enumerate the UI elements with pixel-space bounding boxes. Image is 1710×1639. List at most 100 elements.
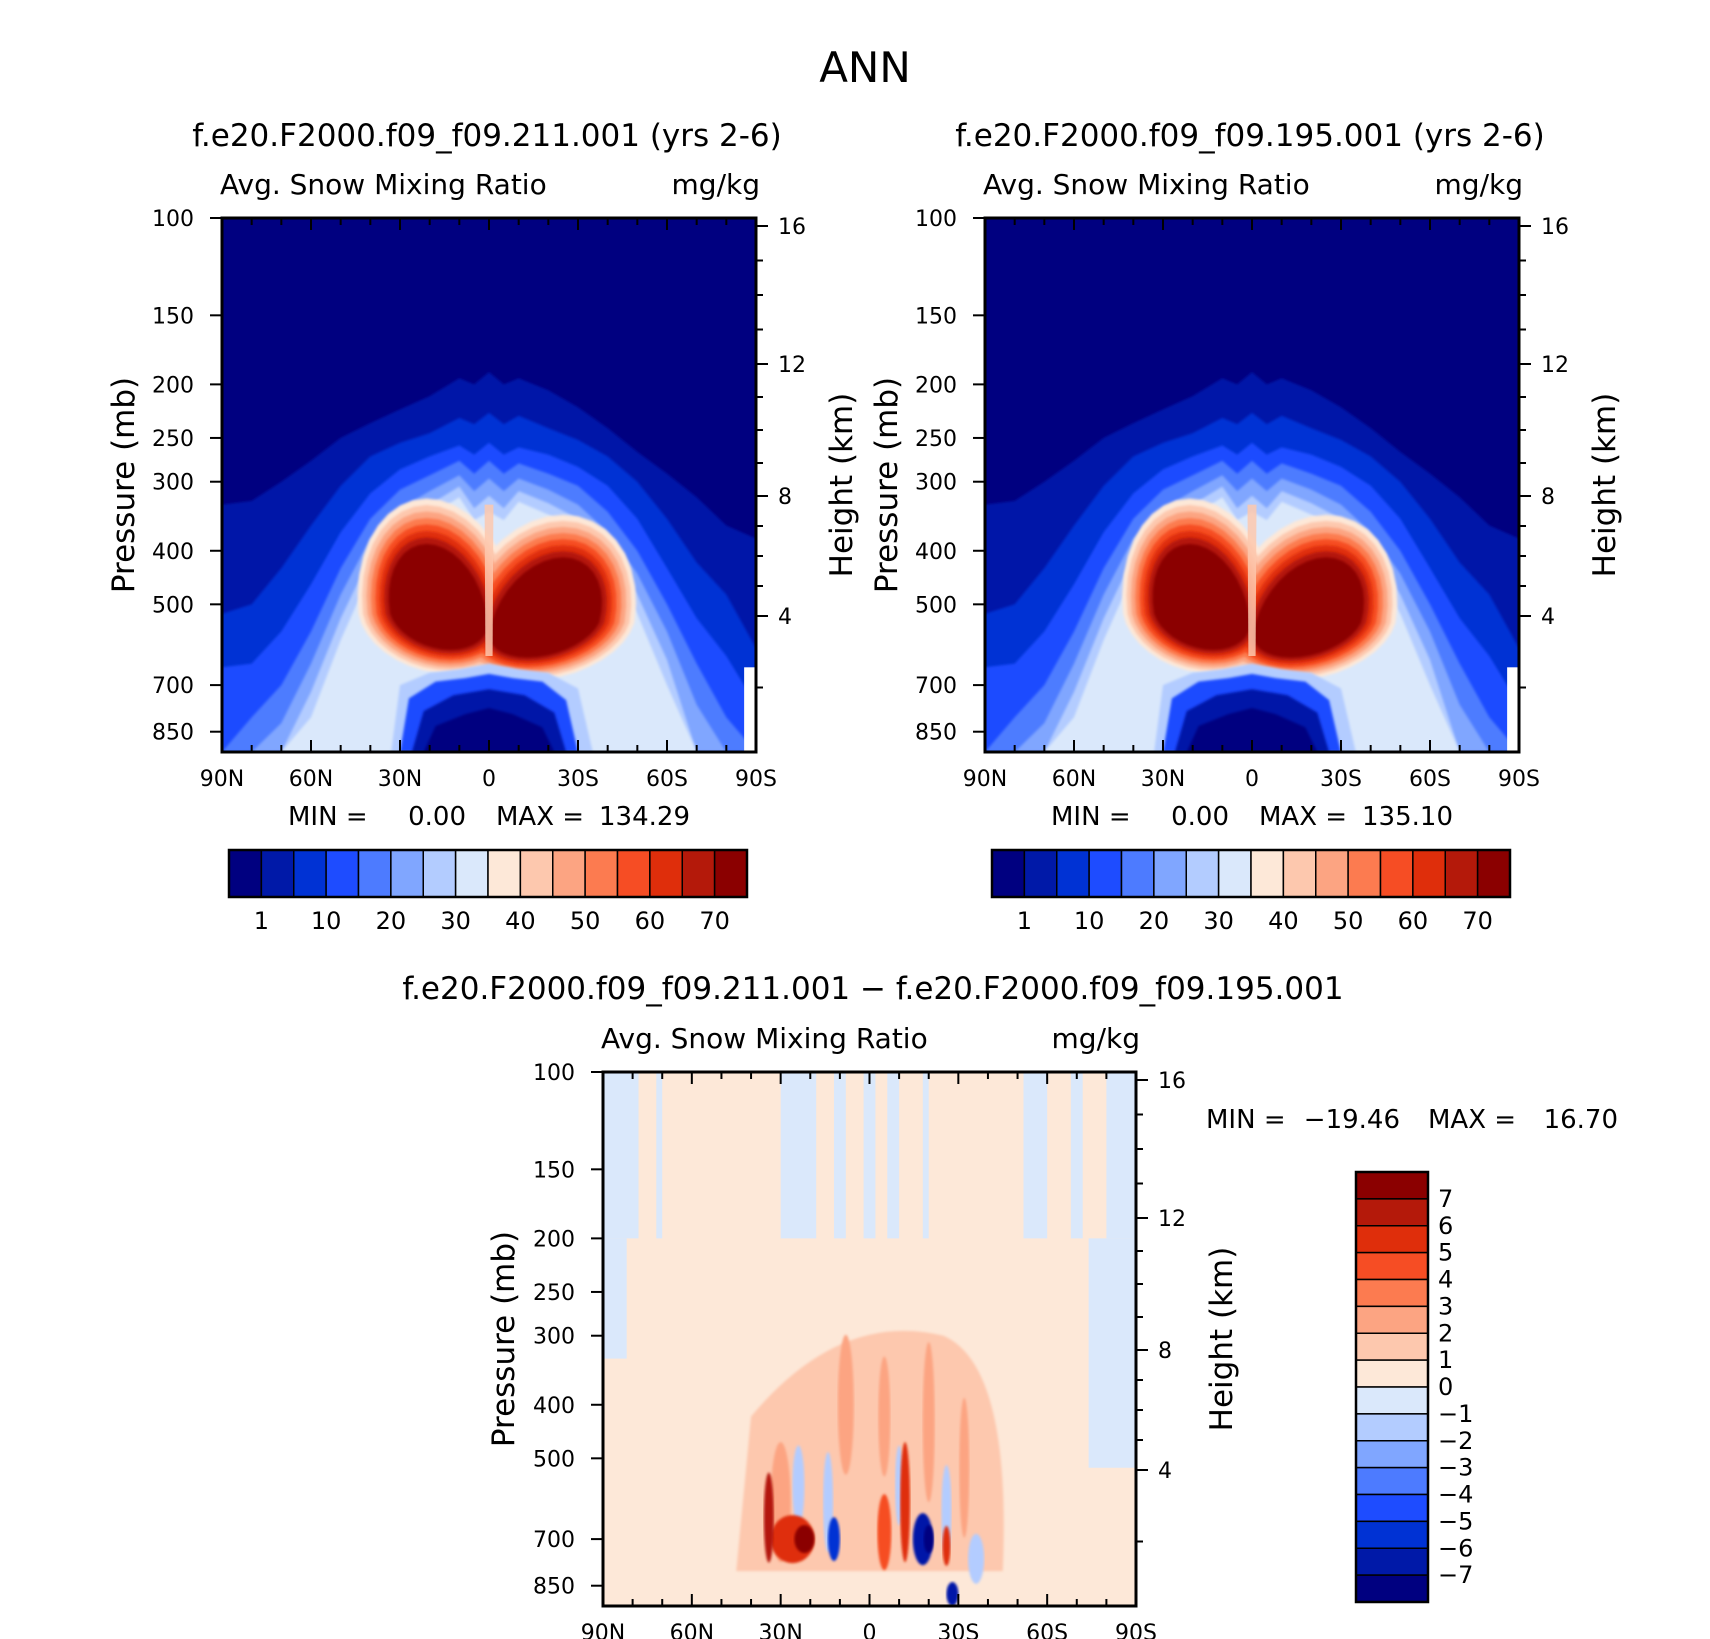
y-tick-label: 700 — [915, 674, 957, 699]
colorbar-box — [1355, 1493, 1429, 1523]
panel-b-ylabel-right: Height (km) — [1587, 393, 1623, 578]
x-tick-label: 90S — [1498, 767, 1540, 792]
contour-level-15 — [488, 557, 603, 658]
panel-b-case-title: f.e20.F2000.f09_f09.195.001 (yrs 2-6) — [955, 118, 1545, 154]
diff-column-3 — [922, 1342, 935, 1503]
diff-max-stem — [763, 1472, 774, 1563]
y-tick-label: 400 — [533, 1394, 575, 1419]
panel-b-max-value: 135.10 — [1362, 802, 1453, 832]
y-tick-label: 300 — [915, 471, 957, 496]
low-level-dome-3 — [423, 708, 555, 752]
colorbar-box — [390, 849, 424, 898]
x-tick-label: 30N — [378, 767, 422, 792]
colorbar-box — [1315, 849, 1349, 898]
colorbar-label: −6 — [1438, 1534, 1473, 1562]
y-tick-label: 700 — [533, 1528, 575, 1553]
panel-a-ylabel: Pressure (mb) — [106, 377, 142, 593]
colorbar-label: 10 — [311, 907, 342, 935]
colorbar-label: −7 — [1438, 1561, 1473, 1589]
colorbar-label: 70 — [699, 907, 730, 935]
colorbar-box — [552, 849, 586, 898]
colorbar-box — [584, 849, 619, 898]
colorbar-box — [1355, 1198, 1429, 1227]
y-right-tick-label: 8 — [1158, 1339, 1172, 1364]
colorbar-box — [1120, 849, 1155, 898]
colorbar-box — [1355, 1413, 1429, 1442]
panel-a-max-label: MAX = — [496, 802, 584, 832]
colorbar-box — [1056, 849, 1090, 898]
diff-warm-d — [942, 1525, 951, 1566]
x-tick-label: 90N — [963, 767, 1007, 792]
x-tick-label: 30N — [1141, 767, 1185, 792]
colorbar-label: 20 — [1139, 907, 1170, 935]
colorbar-box — [1355, 1440, 1429, 1469]
panel-b-field — [985, 218, 1519, 752]
colorbar-box — [713, 849, 748, 898]
panel-b-contours — [985, 218, 1519, 752]
y-right-tick-label: 4 — [1158, 1459, 1172, 1484]
y-tick-label: 250 — [152, 427, 194, 452]
panel-a-axes: 90N 60N 30N 0 30S 60S 90S 100 150 200 250 300 400 500… — [152, 207, 806, 792]
x-tick-label: 0 — [863, 1621, 877, 1639]
panel-b-colorbar: 1 10 20 30 40 50 60 70 — [990, 848, 1512, 935]
colorbar-label: −4 — [1438, 1481, 1473, 1509]
y-tick-label: 200 — [533, 1227, 575, 1252]
colorbar-label: 40 — [1268, 907, 1299, 935]
colorbar-box — [487, 849, 522, 898]
x-tick-label: 60N — [670, 1621, 714, 1639]
diff-cool-0 — [792, 1445, 805, 1526]
y-right-tick-label: 16 — [1158, 1069, 1186, 1094]
contour-level-15 — [388, 543, 489, 651]
panel-c-min-label: MIN = — [1206, 1105, 1286, 1135]
y-right-tick-label: 4 — [1541, 605, 1555, 630]
y-right-tick-label: 12 — [1541, 353, 1569, 378]
colorbar-label: 60 — [1398, 907, 1429, 935]
colorbar-box — [991, 849, 1026, 898]
panel-c-contours — [603, 1072, 1136, 1606]
colorbar-box — [325, 849, 360, 898]
panel-c-ylabel-right: Height (km) — [1204, 1247, 1240, 1432]
colorbar-box — [1412, 849, 1446, 898]
y-tick-label: 250 — [915, 427, 957, 452]
diff-column-4 — [959, 1397, 970, 1538]
colorbar-box — [1347, 849, 1382, 898]
y-right-tick-label: 8 — [778, 485, 792, 510]
diff-positive-region — [736, 1330, 1004, 1572]
colorbar-box — [1185, 849, 1220, 898]
diff-streak-2 — [780, 1072, 817, 1239]
colorbar-box — [1355, 1386, 1429, 1415]
colorbar-label: 7 — [1438, 1185, 1453, 1213]
y-tick-label: 500 — [152, 593, 194, 618]
colorbar-box — [1355, 1547, 1429, 1576]
colorbar-box — [1355, 1278, 1429, 1308]
x-tick-label: 60S — [1409, 767, 1451, 792]
panel-b-axes: 90N 60N 30N 0 30S 60S 90S 100 150 200 250 300 400 500… — [915, 207, 1569, 792]
y-tick-label: 100 — [533, 1061, 575, 1086]
panel-a: f.e20.F2000.f09_f09.211.001 (yrs 2-6) Av… — [106, 118, 860, 935]
colorbar-box — [681, 849, 716, 898]
x-tick-label: 0 — [1245, 767, 1259, 792]
colorbar-label: 5 — [1438, 1239, 1453, 1267]
colorbar-box — [616, 849, 651, 898]
colorbar-frame — [227, 848, 749, 899]
colorbar-label: −3 — [1438, 1454, 1473, 1482]
colorbar-box — [1023, 849, 1058, 898]
colorbar-box — [1355, 1225, 1429, 1254]
y-tick-label: 200 — [915, 373, 957, 398]
colorbar-label: 0 — [1438, 1373, 1453, 1401]
diff-streak-8 — [1070, 1072, 1083, 1239]
colorbar-box — [1355, 1466, 1429, 1496]
colorbar-label: 10 — [1074, 907, 1105, 935]
diff-streak-lower-sh — [1088, 1238, 1136, 1468]
x-tick-label: 60S — [646, 767, 688, 792]
colorbar-label: 40 — [505, 907, 536, 935]
colorbar-box — [1282, 849, 1317, 898]
panel-b: f.e20.F2000.f09_f09.195.001 (yrs 2-6) Av… — [869, 118, 1623, 935]
colorbar-label: 6 — [1438, 1212, 1453, 1240]
panel-c-max-label: MAX = — [1428, 1105, 1516, 1135]
colorbar-box — [293, 849, 327, 898]
colorbar-label: 50 — [570, 907, 601, 935]
equatorial-channel — [1247, 504, 1257, 656]
colorbar-label: 50 — [1333, 907, 1364, 935]
panel-c-units: mg/kg — [1052, 1022, 1140, 1055]
